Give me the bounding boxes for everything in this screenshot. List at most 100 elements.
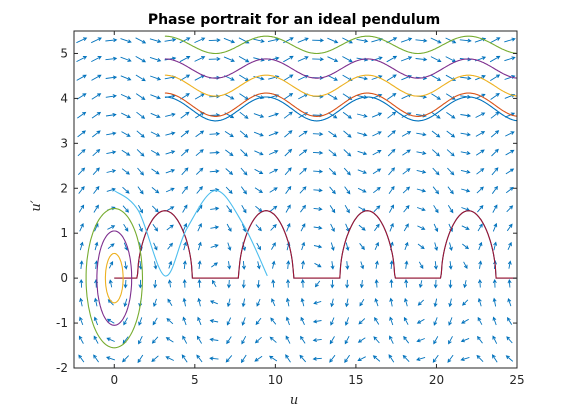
quiver-arrow	[357, 132, 368, 137]
quiver-arrow	[197, 278, 202, 288]
quiver-arrow	[181, 354, 188, 363]
quiver-arrow	[490, 130, 500, 138]
quiver-arrow	[448, 298, 453, 308]
quiver-arrow	[197, 316, 202, 326]
quiver-arrow	[389, 222, 394, 232]
quiver-arrow	[123, 261, 128, 270]
quiver-arrow	[150, 75, 162, 81]
quiver-arrow	[327, 74, 338, 81]
quiver-arrow	[344, 204, 350, 214]
quiver-arrow	[76, 74, 87, 81]
quiver-arrow	[150, 112, 161, 118]
quiver-arrow	[416, 169, 427, 174]
quiver-arrow	[432, 167, 440, 176]
quiver-arrow	[79, 223, 84, 232]
quiver-arrow	[478, 241, 483, 251]
quiver-arrow	[271, 242, 276, 250]
quiver-arrow	[298, 130, 308, 137]
quiver-arrow	[167, 242, 174, 250]
quiver-arrow	[403, 316, 409, 325]
quiver-arrow	[253, 113, 265, 118]
quiver-arrow	[300, 223, 306, 232]
quiver-arrow	[312, 356, 322, 361]
quiver-arrow	[506, 223, 513, 232]
quiver-arrow	[225, 168, 234, 176]
quiver-arrow	[153, 279, 158, 289]
quiver-arrow	[505, 186, 514, 194]
quiver-arrow	[313, 225, 323, 230]
quiver-arrow	[209, 318, 219, 323]
x-tick-label: 10	[268, 373, 283, 387]
quiver-arrow	[357, 150, 368, 156]
quiver-arrow	[197, 241, 202, 251]
quiver-arrow	[92, 130, 101, 138]
quiver-arrow	[374, 316, 380, 325]
quiver-arrow	[401, 131, 412, 137]
quiver-arrow	[79, 278, 84, 288]
quiver-arrow	[301, 241, 306, 251]
quiver-arrow	[329, 354, 336, 363]
quiver-arrow	[226, 279, 231, 289]
quiver-arrow	[403, 204, 410, 213]
trajectory-line	[96, 230, 133, 326]
quiver-arrow	[373, 336, 380, 344]
quiver-arrow	[77, 148, 86, 157]
x-tick-label: 25	[509, 373, 524, 387]
quiver-arrow	[179, 56, 191, 63]
quiver-arrow	[268, 131, 279, 137]
quiver-arrow	[462, 243, 470, 250]
quiver-arrow	[106, 337, 115, 342]
y-tick-label: 5	[60, 46, 68, 60]
quiver-arrow	[211, 262, 218, 268]
quiver-arrow	[123, 298, 128, 308]
quiver-arrow	[271, 260, 276, 269]
y-tick-label: -2	[56, 361, 68, 375]
quiver-arrow	[138, 279, 143, 289]
quiver-arrow	[374, 260, 379, 269]
quiver-arrow	[121, 168, 130, 175]
quiver-arrow	[330, 261, 335, 270]
quiver-arrow	[506, 336, 513, 344]
quiver-arrow	[183, 241, 187, 251]
quiver-arrow	[328, 149, 337, 157]
quiver-arrow	[300, 335, 306, 344]
quiver-arrow	[345, 261, 350, 270]
quiver-arrow	[284, 130, 293, 138]
x-tick-label: 5	[191, 373, 199, 387]
quiver-arrow	[165, 168, 176, 174]
quiver-arrow	[105, 356, 116, 361]
quiver-arrow	[358, 224, 366, 231]
quiver-arrow	[477, 297, 482, 307]
quiver-arrow	[92, 148, 101, 157]
quiver-arrow	[446, 130, 456, 138]
quiver-arrow	[343, 167, 351, 176]
quiver-arrow	[182, 222, 188, 232]
y-tick-label: -1	[56, 316, 68, 330]
quiver-arrow	[433, 223, 439, 233]
quiver-arrow	[460, 76, 472, 81]
quiver-arrow	[135, 37, 147, 44]
quiver-arrow	[400, 56, 413, 62]
quiver-arrow	[93, 185, 100, 194]
quiver-arrow	[389, 278, 394, 288]
quiver-arrow	[462, 299, 469, 306]
quiver-arrow	[209, 337, 219, 342]
quiver-arrow	[507, 241, 512, 250]
quiver-arrow	[448, 317, 453, 326]
quiver-arrow	[271, 298, 276, 307]
quiver-arrow	[299, 167, 307, 175]
quiver-arrow	[357, 337, 366, 343]
quiver-arrow	[241, 335, 247, 345]
quiver-arrow	[283, 111, 293, 119]
quiver-arrow	[254, 355, 263, 362]
quiver-arrow	[239, 130, 249, 138]
quiver-arrow	[491, 354, 498, 363]
quiver-arrow	[108, 279, 113, 288]
quiver-arrow	[285, 316, 290, 326]
quiver-arrow	[330, 242, 335, 252]
quiver-arrow	[210, 244, 219, 248]
quiver-arrow	[151, 187, 160, 194]
quiver-arrow	[433, 261, 438, 270]
quiver-arrow	[76, 56, 88, 63]
quiver-arrow	[283, 74, 294, 81]
